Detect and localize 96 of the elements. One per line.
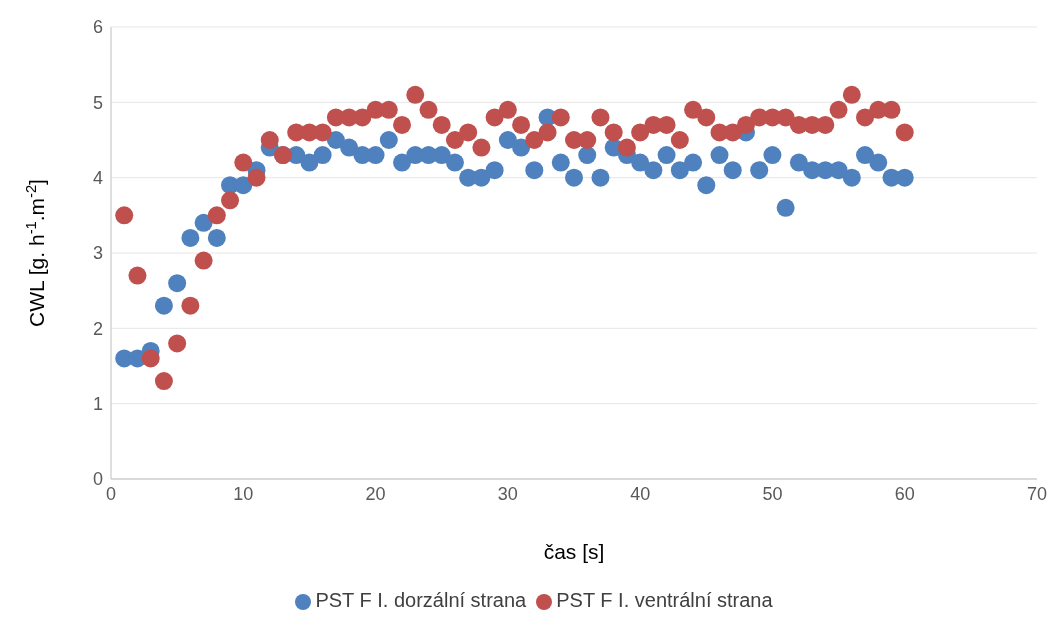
point [432,115,451,134]
point [260,131,279,149]
point [776,198,795,217]
point [591,168,610,187]
point [617,138,636,157]
point [313,146,332,165]
point [631,153,650,172]
y-tick-label: 5 [92,92,103,113]
point [842,85,861,104]
point [512,115,531,134]
point [816,115,835,134]
point [551,108,570,127]
x-axis-title: čas [s] [543,540,605,563]
y-tick-label: 1 [92,394,103,415]
point [710,146,729,165]
point [207,206,226,225]
x-tick-label: 20 [365,483,386,504]
point [194,213,213,232]
point [829,100,848,119]
point [207,228,226,247]
x-tick-label: 40 [630,483,651,504]
point [154,372,173,391]
legend-label: PST F I. ventrální strana [556,589,773,611]
point [340,138,359,157]
point [472,138,491,157]
point [591,108,610,127]
point [194,251,213,270]
legend-label: PST F I. dorzální strana [315,589,527,611]
point [631,123,650,142]
point [154,296,173,315]
y-tick-label: 3 [92,243,103,264]
point [670,161,689,180]
point [525,131,544,149]
point [498,131,517,149]
point [604,123,623,142]
point [670,131,689,149]
y-tick-label: 2 [92,318,103,339]
point [247,168,266,187]
x-tick-label: 0 [105,483,117,504]
point [406,85,425,104]
point [723,161,742,180]
point [869,153,888,172]
point [379,131,398,149]
point [697,176,716,195]
point [393,153,412,172]
point [234,176,253,195]
point [644,161,663,180]
point [181,296,200,315]
point [221,191,240,210]
point [168,334,187,353]
point [657,115,676,134]
y-tick-label: 0 [92,469,103,490]
x-tick-label: 10 [233,483,254,504]
point [512,138,531,157]
point [551,153,570,172]
point [419,100,438,119]
point [842,168,861,187]
point [445,153,464,172]
point [895,123,914,142]
point [684,153,703,172]
point [128,266,147,285]
point [697,108,716,127]
point [168,274,187,293]
x-tick-label: 60 [894,483,915,504]
point [736,115,755,134]
x-tick-label: 30 [497,483,518,504]
y-tick-label: 6 [92,17,103,38]
point [763,146,782,165]
point [300,153,319,172]
point [485,161,504,180]
point [856,146,875,165]
point [498,100,517,119]
point [538,123,557,142]
point [459,123,478,142]
point [115,206,134,225]
point [353,108,372,127]
point [856,108,875,127]
x-tick-label: 70 [1026,483,1048,504]
y-tick-label: 4 [92,168,103,189]
point [684,100,703,119]
point [445,131,464,149]
point [750,161,769,180]
point [141,349,160,368]
point [234,153,253,172]
point [472,168,491,187]
point [181,228,200,247]
point [657,146,676,165]
point [393,115,412,134]
point [789,153,808,172]
point [578,146,597,165]
point [882,100,901,119]
point [578,131,597,149]
point [525,161,544,180]
x-tick-label: 50 [762,483,783,504]
point [485,108,504,127]
point [565,168,583,187]
